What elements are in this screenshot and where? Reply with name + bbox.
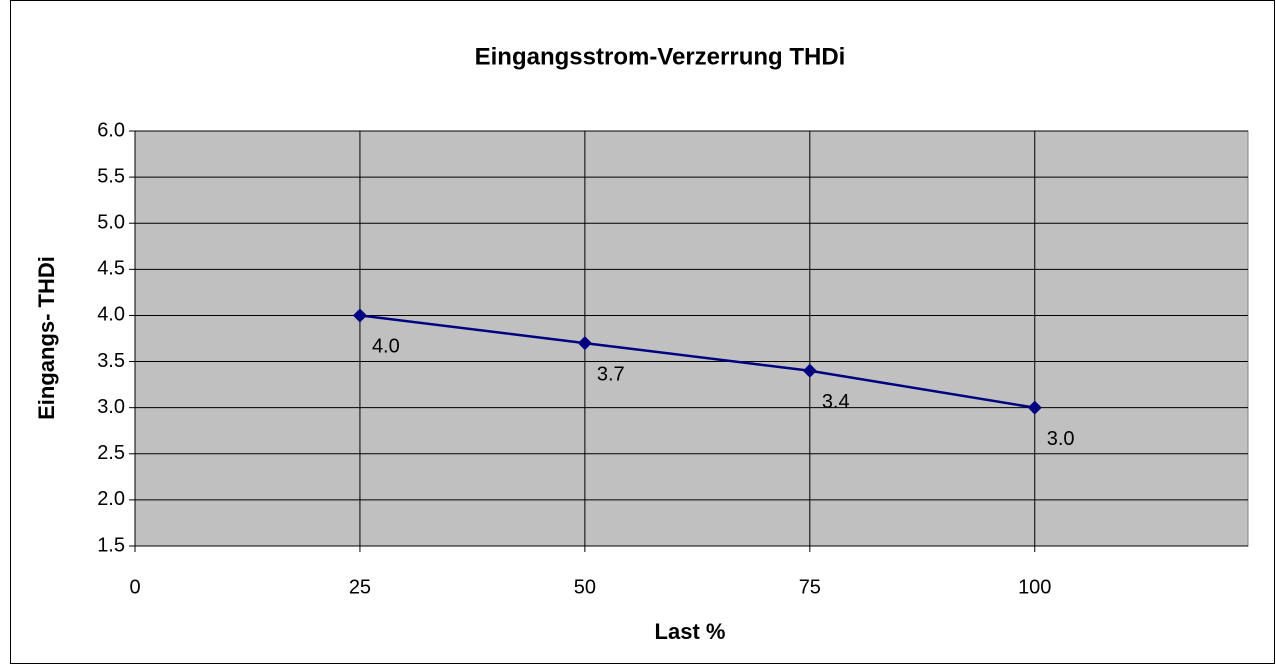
data-label: 3.4 — [822, 391, 850, 413]
data-line — [359, 314, 1035, 409]
y-tick-label: 6.0 — [97, 119, 125, 141]
y-tick-label: 2.5 — [97, 442, 125, 464]
data-label: 4.0 — [372, 336, 400, 358]
x-tick-label: 75 — [799, 576, 821, 598]
y-tick-label: 4.0 — [97, 304, 125, 326]
y-axis-label: Eingangs- THDi — [34, 256, 59, 420]
x-tick-label: 100 — [1018, 576, 1051, 598]
data-point — [352, 308, 367, 323]
chart-title: Eingangsstrom-Verzerrung THDi — [475, 43, 846, 70]
x-axis-label: Last % — [655, 619, 726, 644]
x-tick-label: 0 — [129, 576, 140, 598]
y-tick-label: 3.0 — [97, 396, 125, 418]
data-point — [802, 363, 817, 378]
y-tick-label: 2.0 — [97, 488, 125, 510]
y-tick-label: 5.5 — [97, 165, 125, 187]
data-label: 3.7 — [597, 363, 625, 385]
y-tick-label: 3.5 — [97, 350, 125, 372]
x-tick-label: 25 — [349, 576, 371, 598]
y-tick-label: 5.0 — [97, 212, 125, 234]
y-tick-label: 4.5 — [97, 258, 125, 280]
data-point — [1027, 400, 1042, 415]
data-point — [577, 336, 592, 351]
x-tick-label: 50 — [574, 576, 596, 598]
plot-area — [134, 130, 1249, 547]
data-label: 3.0 — [1047, 428, 1075, 450]
y-tick-label: 1.5 — [97, 534, 125, 556]
